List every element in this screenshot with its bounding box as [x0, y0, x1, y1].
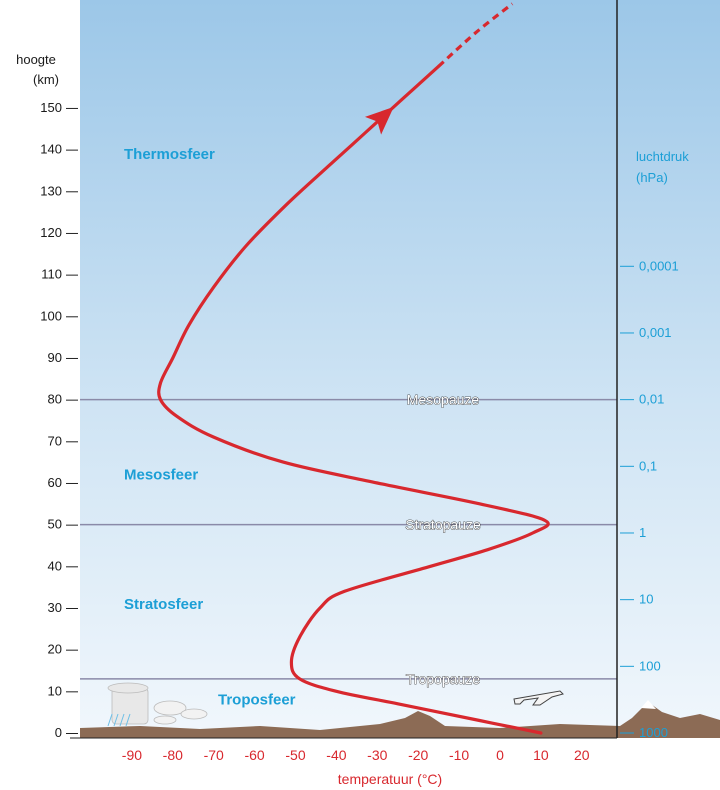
right-axis-title-line2: (hPa) [636, 170, 668, 185]
temperature-tick-label: -40 [326, 747, 346, 763]
temperature-tick-label: -60 [244, 747, 264, 763]
pause-lines: Mesopauze Stratopauze Tropopauze [80, 391, 617, 687]
right-axis-title-line1: luchtdruk [636, 149, 689, 164]
ground [80, 700, 720, 738]
temperature-tick-label: 20 [574, 747, 590, 763]
layer-label: Thermosfeer [124, 146, 215, 163]
left-axis-title-line2: (km) [33, 72, 59, 87]
temperature-tick-label: -30 [367, 747, 387, 763]
height-tick-label: 110 [41, 267, 62, 282]
airplane-icon [513, 690, 564, 706]
pause-label: Stratopauze [405, 517, 481, 533]
height-tick-label: 80 [48, 392, 62, 407]
height-tick-label: 30 [48, 600, 62, 615]
sky-background [80, 0, 720, 738]
height-tick-label: 60 [48, 475, 62, 490]
rain-lines [107, 713, 131, 727]
temperature-tick-label: -50 [285, 747, 305, 763]
bottom-axis-title: temperatuur (°C) [338, 771, 442, 787]
temperature-curve [157, 2, 550, 735]
height-tick-label: 150 [40, 100, 62, 115]
bottom-axis: -90 -80 -70 -60 -50 -40 -30 -20 -10 0 10 20 [122, 747, 590, 763]
height-tick-label: 0 [55, 725, 62, 740]
layer-label: Mesosfeer [124, 467, 198, 484]
height-tick-label: 10 [48, 683, 62, 698]
layer-labels: Thermosfeer Mesosfeer Stratosfeer Troposfee… [124, 146, 296, 709]
temperature-tick-label: -10 [449, 747, 469, 763]
height-tick-label: 130 [40, 183, 62, 198]
height-tick-label: 70 [48, 433, 62, 448]
pause-label: Mesopauze [407, 392, 480, 408]
height-tick-label: 120 [40, 225, 62, 240]
pressure-label: 0,1 [639, 458, 657, 473]
pressure-label: 1000 [639, 725, 668, 740]
layer-label: Troposfeer [218, 692, 296, 709]
temperature-tick-label: -20 [408, 747, 428, 763]
pressure-label: 1 [639, 525, 646, 540]
height-tick-label: 90 [48, 350, 62, 365]
height-tick-label: 50 [48, 517, 62, 532]
pressure-label: 0,0001 [639, 258, 679, 273]
pressure-label: 0,001 [639, 325, 672, 340]
pressure-label: 100 [639, 658, 661, 673]
height-tick-label: 20 [48, 642, 62, 657]
right-axis: 1000 100 10 1 0,1 0,01 0,001 0,0001 [620, 258, 679, 740]
ground-profile [80, 702, 720, 738]
temperature-tick-label: -80 [163, 747, 183, 763]
temperature-tick-label: 10 [533, 747, 549, 763]
temperature-curve-line [157, 64, 550, 735]
temperature-tick-label: 0 [496, 747, 504, 763]
weather-cloud [107, 682, 208, 727]
height-tick-label: 100 [40, 308, 62, 323]
height-tick-label: 40 [48, 558, 62, 573]
temperature-curve-dashed [437, 2, 514, 68]
pressure-label: 10 [639, 592, 653, 607]
pressure-label: 0,01 [639, 392, 664, 407]
pause-label: Tropopauze [406, 671, 480, 687]
curve-arrow-icon [364, 106, 394, 135]
height-tick-label: 140 [40, 142, 62, 157]
left-axis: 0 10 20 30 40 50 60 70 80 90 100 110 120 130 140 150 [40, 100, 78, 740]
layer-label: Stratosfeer [124, 596, 203, 613]
temperature-tick-label: -90 [122, 747, 142, 763]
mountain-snowcap [641, 700, 656, 709]
left-axis-title-line1: hoogte [16, 52, 56, 67]
temperature-tick-label: -70 [204, 747, 224, 763]
